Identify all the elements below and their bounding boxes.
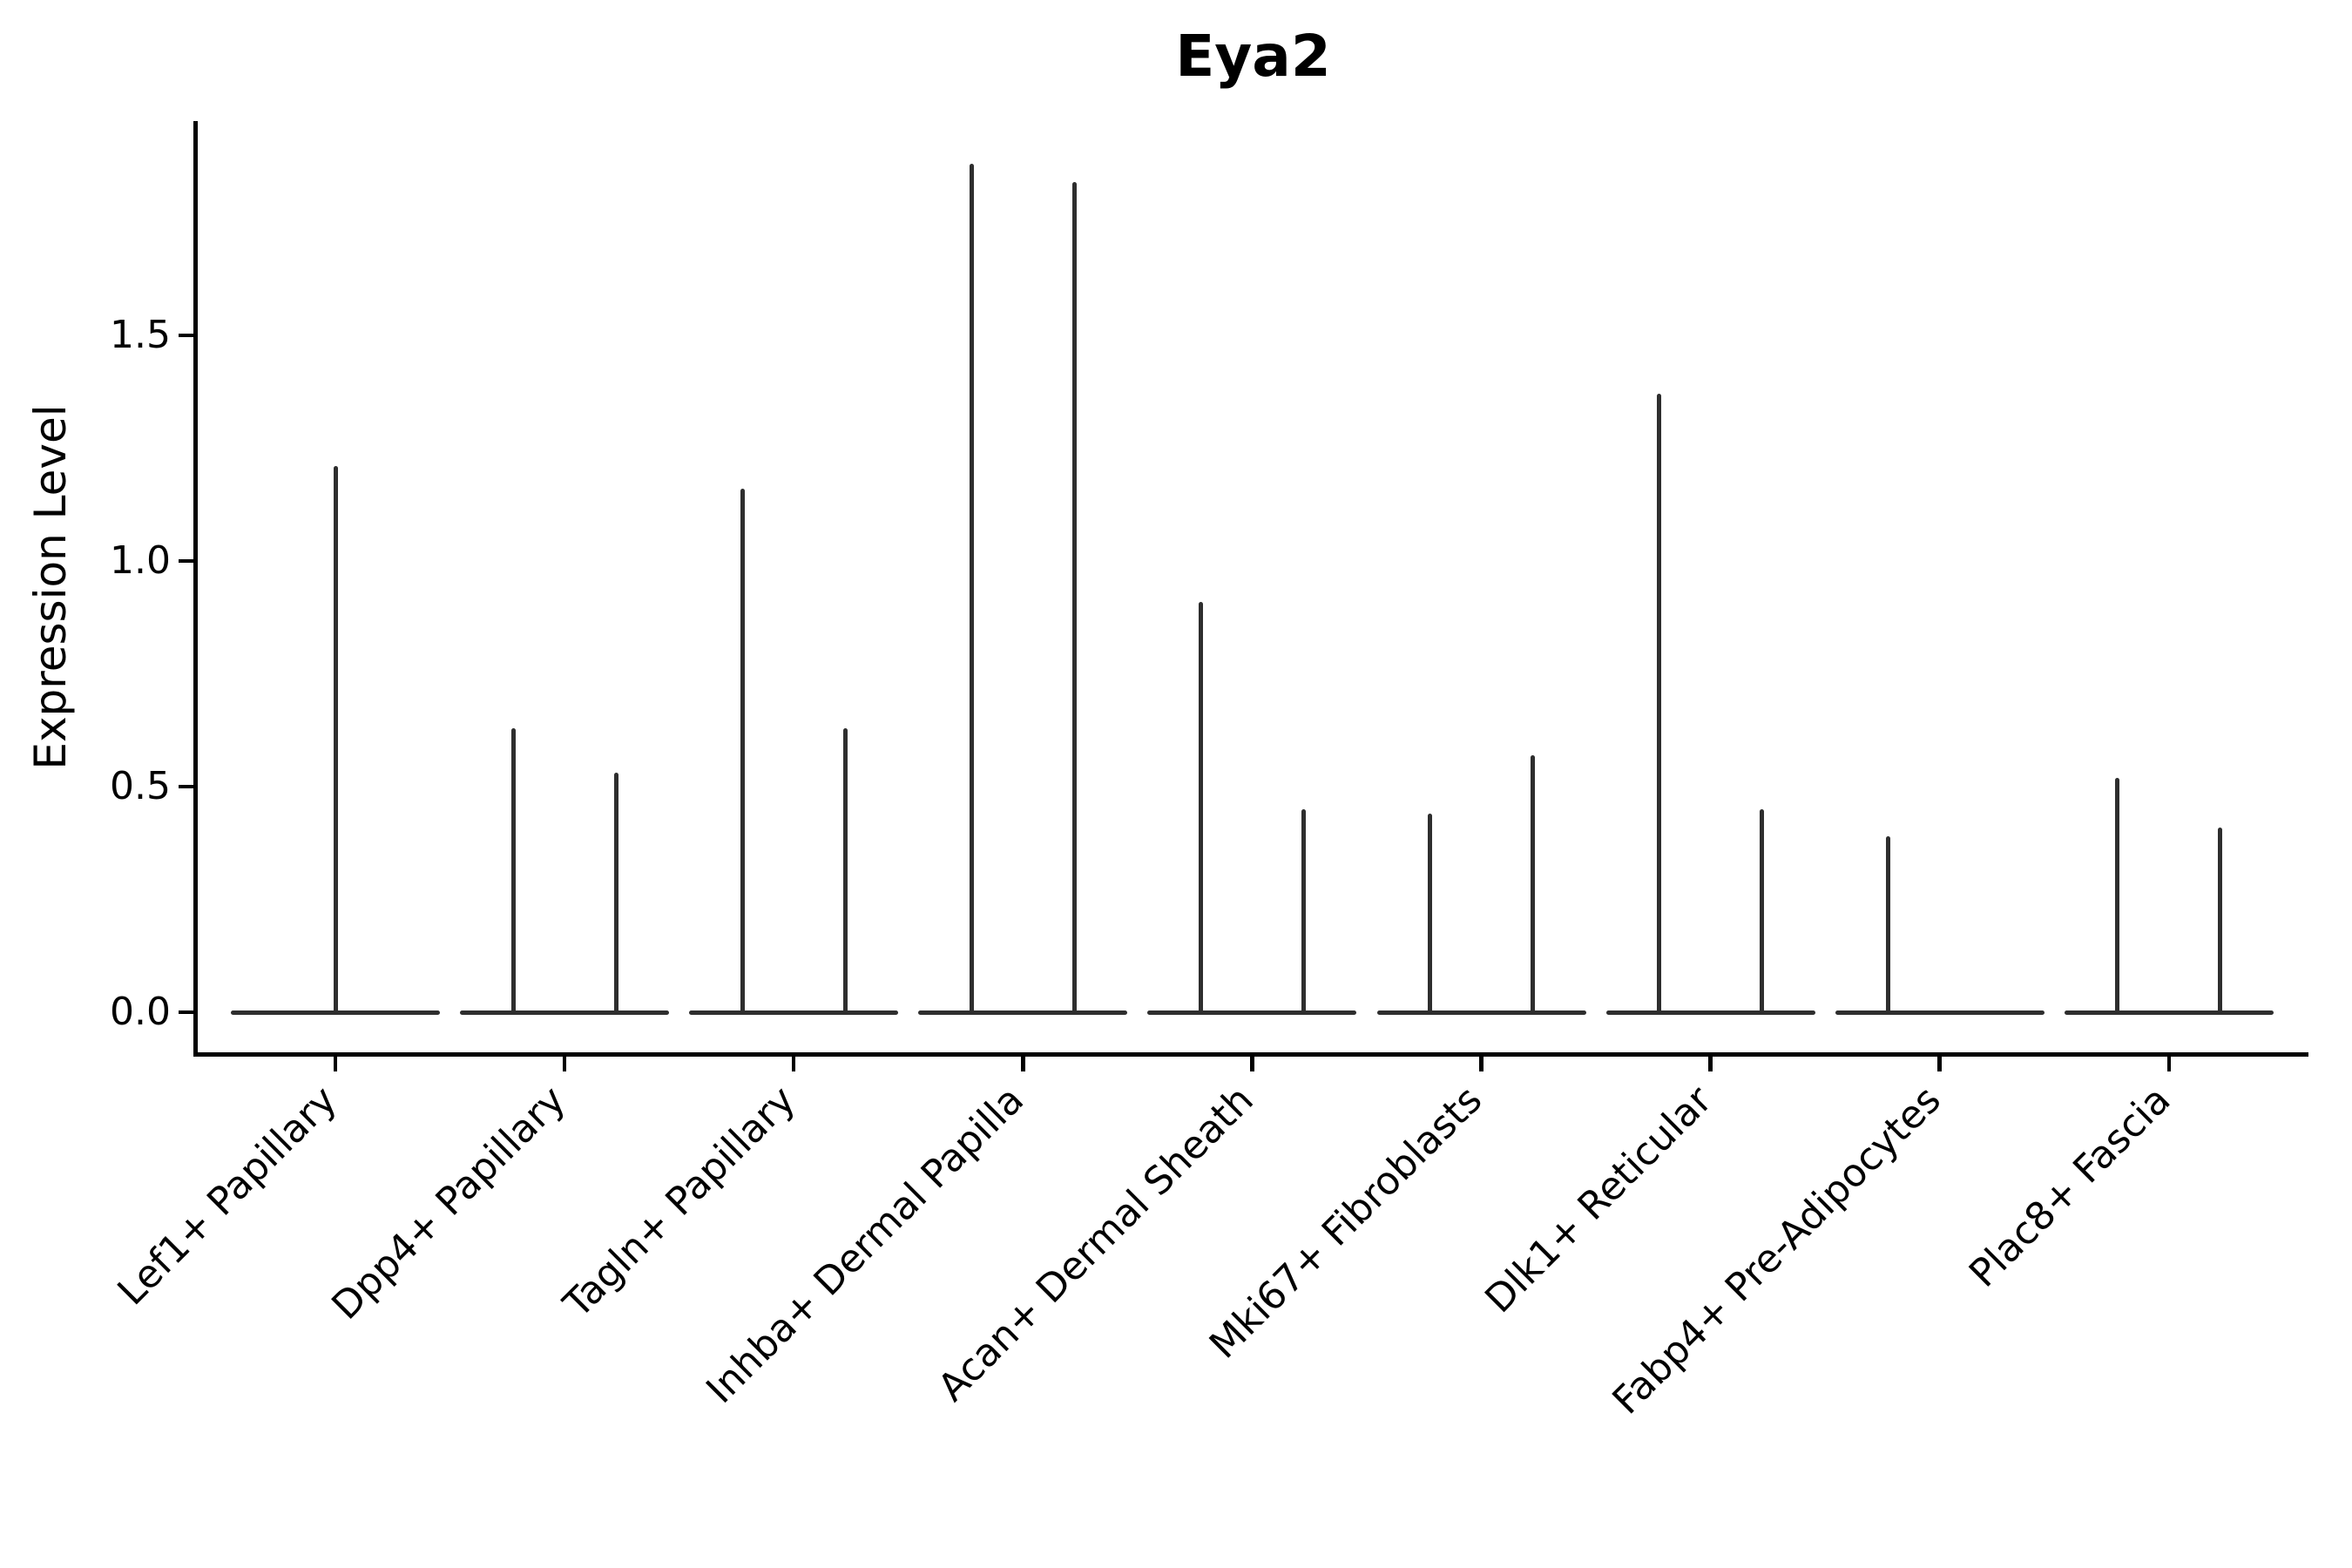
x-tick — [333, 1057, 338, 1071]
x-tick — [562, 1057, 567, 1071]
violin-spike — [2115, 777, 2120, 1015]
y-tick — [179, 558, 193, 564]
violin-spike — [510, 727, 516, 1015]
x-tick — [1937, 1057, 1942, 1071]
y-axis-label: Expression Level — [25, 404, 76, 770]
violin-spike — [1301, 808, 1306, 1015]
violin-spike — [613, 773, 618, 1015]
x-axis-spine — [193, 1052, 2308, 1057]
x-tick-label: Lef1+ Papillary — [109, 1078, 346, 1315]
x-tick — [1021, 1057, 1025, 1071]
y-tick — [179, 1010, 193, 1015]
x-tick — [1479, 1057, 1484, 1071]
x-tick — [791, 1057, 796, 1071]
violin-spike — [842, 727, 848, 1015]
violin-baseline — [1147, 1010, 1357, 1015]
x-tick-label: Tagln+ Papillary — [554, 1078, 804, 1327]
violin-spike — [969, 164, 974, 1015]
y-axis-spine — [193, 121, 198, 1057]
x-tick-label: Plac8+ Fascia — [1960, 1078, 2180, 1296]
violin-baseline — [918, 1010, 1128, 1015]
y-tick-label: 0.0 — [110, 990, 171, 1034]
violin-spike — [1657, 394, 1662, 1015]
y-tick — [179, 784, 193, 789]
violin-spike — [1531, 754, 1535, 1015]
violin-baseline — [1376, 1010, 1586, 1015]
violin-spike — [333, 466, 338, 1015]
x-tick — [1250, 1057, 1254, 1071]
violin-spike — [740, 489, 745, 1015]
y-tick-label: 1.0 — [110, 538, 171, 583]
x-tick — [2166, 1057, 2172, 1071]
violin-spike — [1198, 601, 1203, 1015]
violin-spike — [2218, 827, 2223, 1015]
y-tick-label: 0.5 — [110, 764, 171, 808]
violin-baseline — [1605, 1010, 1815, 1015]
violin-baseline — [2064, 1010, 2274, 1015]
y-tick-label: 1.5 — [110, 313, 171, 357]
violin-spike — [1071, 181, 1077, 1015]
y-tick — [179, 333, 193, 338]
violin-spike — [1760, 808, 1765, 1015]
violin-baseline — [689, 1010, 899, 1015]
chart-title: Eya2 — [1175, 23, 1331, 90]
x-tick — [1708, 1057, 1713, 1071]
violin-spike — [1886, 835, 1891, 1015]
violin-spike — [1428, 814, 1432, 1015]
x-tick-label: Dpp4+ Papillary — [323, 1078, 575, 1328]
violin-baseline — [460, 1010, 670, 1015]
x-tick-label: Dlk1+ Reticular — [1476, 1078, 1720, 1322]
violin-baseline — [1835, 1010, 2044, 1015]
